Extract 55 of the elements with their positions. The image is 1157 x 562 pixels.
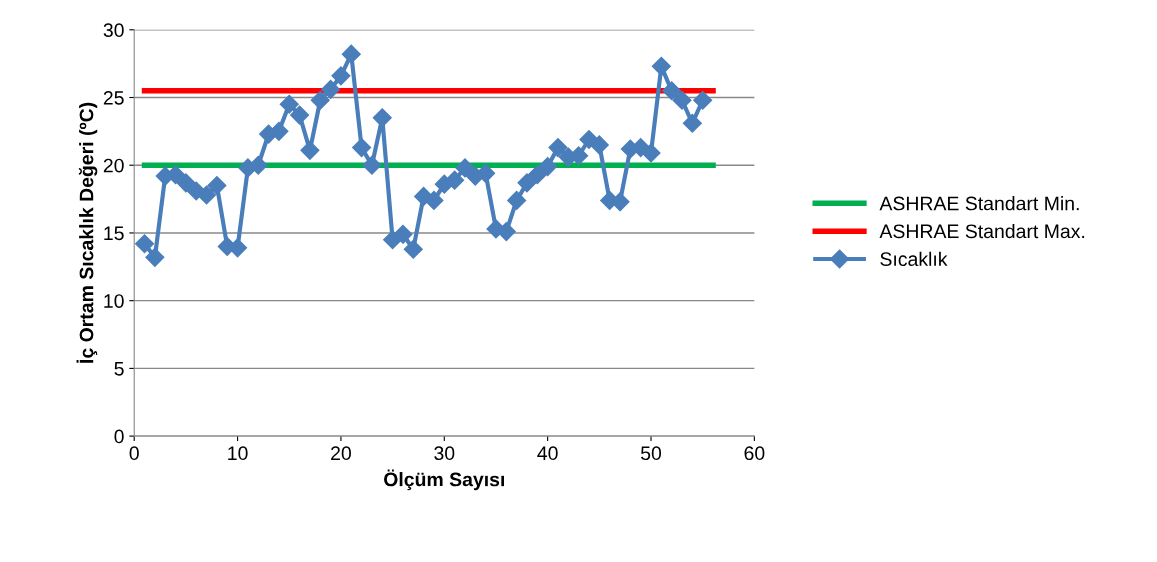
point (166, 165, 186, 185)
y-tick-label: 30 (103, 23, 124, 38)
y-tick-label: 5 (114, 362, 124, 376)
point (589, 135, 609, 155)
y-tick-label: 25 (103, 90, 124, 105)
point (651, 56, 671, 76)
point (279, 94, 299, 114)
legend-label: ASHRAE Standart Max. (879, 223, 1085, 239)
point (228, 238, 248, 258)
point (341, 44, 361, 64)
legend-label: ASHRAE Standart Min. (879, 196, 1079, 211)
point (207, 176, 227, 196)
point (517, 173, 537, 193)
point (310, 90, 330, 110)
point (527, 165, 547, 185)
point (662, 81, 682, 101)
point (300, 140, 320, 160)
point (352, 138, 372, 158)
x-tick-label: 10 (228, 446, 248, 461)
y-tick-label: 10 (104, 294, 124, 308)
point (507, 190, 527, 210)
legend-label: Sıcaklık (880, 251, 948, 267)
point (682, 113, 702, 133)
point (403, 239, 423, 259)
point (145, 247, 165, 267)
point (693, 90, 713, 110)
point (672, 90, 692, 110)
y-tick-label: 0 (114, 429, 124, 444)
x-tick-label: 0 (129, 446, 139, 461)
y-tick-label: 15 (104, 226, 124, 241)
x-tick-label: 50 (640, 446, 662, 461)
x-axis-title: Ölçüm Sayısı (384, 469, 504, 491)
point (269, 121, 289, 141)
x-tick-label: 40 (537, 446, 558, 461)
y-tick-label: 20 (103, 158, 124, 173)
point (641, 143, 661, 163)
point (290, 105, 310, 125)
point (176, 173, 196, 193)
point (476, 163, 496, 183)
x-tick-label: 20 (331, 446, 351, 461)
point (538, 157, 558, 177)
point (331, 66, 351, 86)
point (321, 79, 341, 99)
point (372, 108, 392, 128)
point (362, 155, 382, 175)
point (393, 224, 413, 244)
x-tick-label: 30 (434, 446, 455, 461)
point (455, 158, 475, 178)
y-axis-title: İç Ortam Sıcaklık Değeri (ºC) (76, 102, 98, 363)
x-tick-label: 60 (744, 446, 765, 461)
point (197, 185, 217, 205)
point (445, 170, 465, 190)
point (548, 138, 568, 158)
point (135, 234, 155, 254)
point (424, 190, 444, 210)
